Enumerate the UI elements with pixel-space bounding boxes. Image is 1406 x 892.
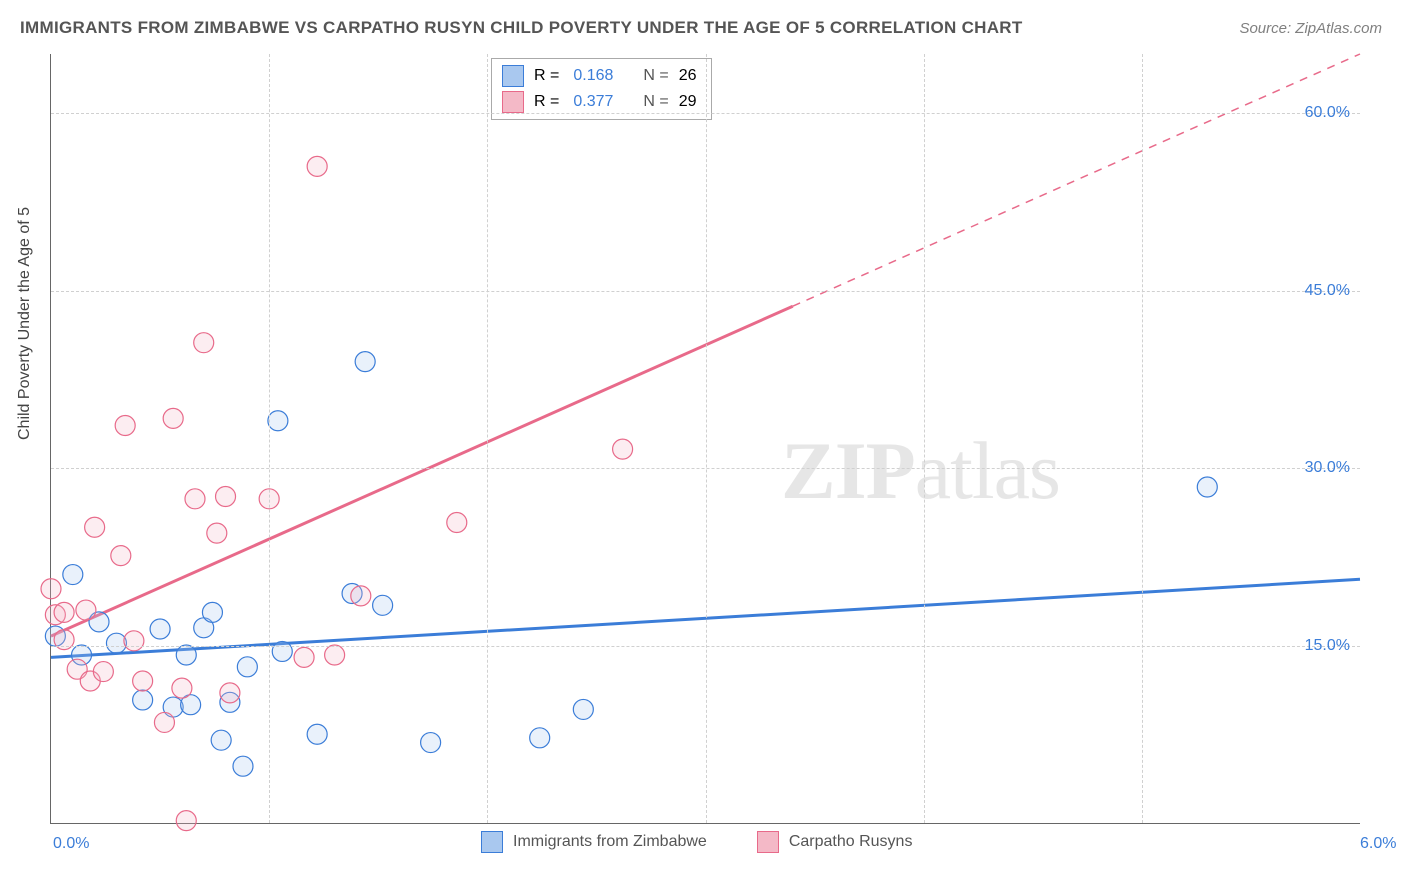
- data-point-zimbabwe: [421, 733, 441, 753]
- y-tick-label: 45.0%: [1305, 282, 1350, 300]
- data-point-zimbabwe: [211, 730, 231, 750]
- gridline-v: [1142, 54, 1143, 823]
- data-point-carpatho: [76, 600, 96, 620]
- trend-line-carpatho-dashed: [793, 54, 1360, 306]
- data-point-zimbabwe: [355, 352, 375, 372]
- data-point-zimbabwe: [373, 595, 393, 615]
- data-point-carpatho: [194, 333, 214, 353]
- data-point-carpatho: [307, 156, 327, 176]
- gridline-v: [487, 54, 488, 823]
- data-point-carpatho: [613, 439, 633, 459]
- data-point-zimbabwe: [1197, 477, 1217, 497]
- data-point-carpatho: [220, 683, 240, 703]
- data-point-zimbabwe: [573, 699, 593, 719]
- swatch-zimbabwe-bottom: [481, 831, 503, 853]
- data-point-zimbabwe: [176, 645, 196, 665]
- data-point-zimbabwe: [233, 756, 253, 776]
- data-point-carpatho: [54, 630, 74, 650]
- y-axis-title: Child Poverty Under the Age of 5: [16, 207, 34, 440]
- legend-bottom: Immigrants from Zimbabwe Carpatho Rusyns: [481, 831, 912, 853]
- gridline-v: [269, 54, 270, 823]
- data-point-zimbabwe: [106, 633, 126, 653]
- data-point-carpatho: [54, 602, 74, 622]
- data-point-carpatho: [176, 811, 196, 831]
- swatch-carpatho-bottom: [757, 831, 779, 853]
- legend-item-carpatho: Carpatho Rusyns: [757, 831, 913, 853]
- x-tick-label: 0.0%: [53, 835, 89, 853]
- data-point-zimbabwe: [133, 690, 153, 710]
- gridline-v: [706, 54, 707, 823]
- legend-label-zimbabwe: Immigrants from Zimbabwe: [513, 833, 707, 851]
- data-point-zimbabwe: [268, 411, 288, 431]
- legend-item-zimbabwe: Immigrants from Zimbabwe: [481, 831, 707, 853]
- data-point-carpatho: [351, 586, 371, 606]
- data-point-carpatho: [133, 671, 153, 691]
- data-point-zimbabwe: [202, 602, 222, 622]
- gridline-v: [924, 54, 925, 823]
- y-tick-label: 60.0%: [1305, 104, 1350, 122]
- data-point-carpatho: [115, 415, 135, 435]
- data-point-carpatho: [85, 517, 105, 537]
- data-point-carpatho: [325, 645, 345, 665]
- source-attribution: Source: ZipAtlas.com: [1239, 20, 1382, 37]
- data-point-zimbabwe: [272, 641, 292, 661]
- data-point-carpatho: [111, 546, 131, 566]
- data-point-zimbabwe: [530, 728, 550, 748]
- data-point-zimbabwe: [63, 565, 83, 585]
- data-point-zimbabwe: [307, 724, 327, 744]
- legend-label-carpatho: Carpatho Rusyns: [789, 833, 913, 851]
- y-tick-label: 15.0%: [1305, 637, 1350, 655]
- data-point-carpatho: [154, 712, 174, 732]
- data-point-carpatho: [216, 486, 236, 506]
- data-point-zimbabwe: [237, 657, 257, 677]
- data-point-carpatho: [93, 662, 113, 682]
- data-point-zimbabwe: [150, 619, 170, 639]
- data-point-carpatho: [163, 408, 183, 428]
- data-point-carpatho: [294, 647, 314, 667]
- data-point-carpatho: [41, 579, 61, 599]
- data-point-carpatho: [124, 631, 144, 651]
- plot-area: ZIPatlas R = 0.168 N = 26 R = 0.377 N = …: [50, 54, 1360, 824]
- chart-title: IMMIGRANTS FROM ZIMBABWE VS CARPATHO RUS…: [20, 18, 1023, 38]
- y-tick-label: 30.0%: [1305, 459, 1350, 477]
- data-point-carpatho: [447, 512, 467, 532]
- data-point-carpatho: [207, 523, 227, 543]
- trend-line-carpatho: [51, 306, 793, 636]
- data-point-carpatho: [172, 678, 192, 698]
- data-point-carpatho: [185, 489, 205, 509]
